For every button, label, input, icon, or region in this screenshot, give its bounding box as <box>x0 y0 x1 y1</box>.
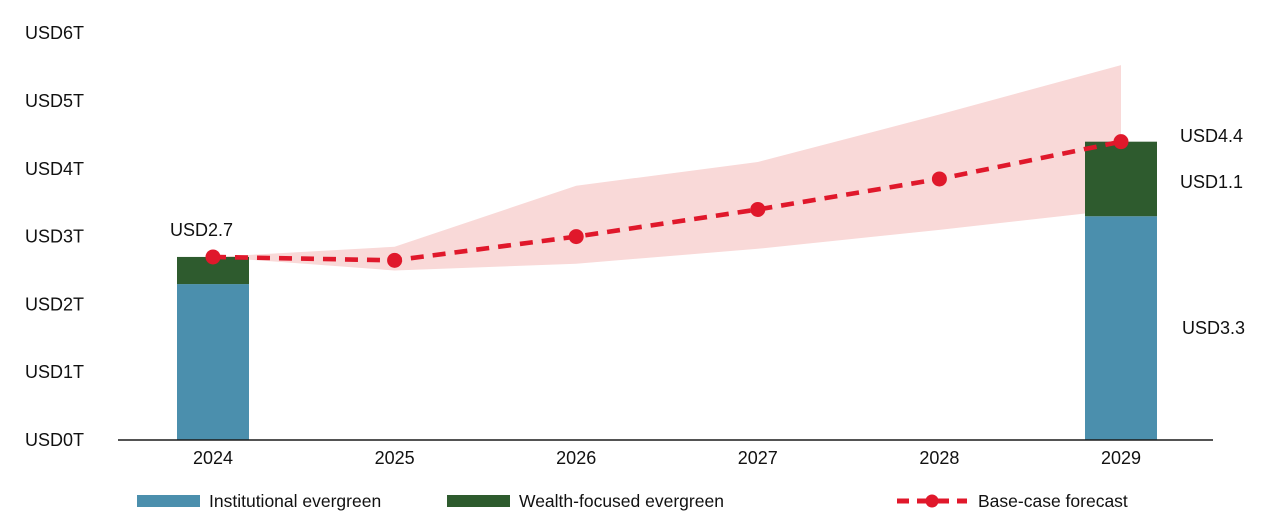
y-tick-label: USD0T <box>25 430 84 450</box>
legend-swatch-wealth <box>447 495 510 507</box>
legend-label-wealth: Wealth-focused evergreen <box>519 490 724 511</box>
forecast-dot-2026 <box>568 229 584 245</box>
legend-item-wealth: Wealth-focused evergreen <box>447 488 724 514</box>
value-annotation: USD3.3 <box>1182 318 1245 338</box>
bar-institutional-2029 <box>1085 216 1157 440</box>
x-tick-label: 2028 <box>919 448 959 468</box>
value-annotation: USD1.1 <box>1180 172 1243 192</box>
x-tick-label: 2024 <box>193 448 233 468</box>
x-tick-label: 2025 <box>375 448 415 468</box>
value-annotation: USD2.7 <box>170 220 233 240</box>
legend-label-institutional: Institutional evergreen <box>209 490 382 511</box>
legend-dashed-line-icon <box>897 494 967 508</box>
chart-legend: Institutional evergreen Wealth-focused e… <box>0 488 1270 516</box>
legend-swatch-institutional <box>137 495 200 507</box>
legend-item-forecast: Base-case forecast <box>895 488 1128 514</box>
y-tick-label: USD5T <box>25 91 84 111</box>
y-tick-label: USD4T <box>25 159 84 179</box>
value-annotation: USD4.4 <box>1180 126 1243 146</box>
forecast-dot-2027 <box>750 201 766 217</box>
legend-item-institutional: Institutional evergreen <box>137 488 381 514</box>
forecast-dot-2029 <box>1113 134 1129 150</box>
confidence-band <box>213 65 1121 271</box>
bar-institutional-2024 <box>177 284 249 440</box>
y-tick-label: USD2T <box>25 294 84 314</box>
y-tick-label: USD3T <box>25 227 84 247</box>
bar-wealth-2029 <box>1085 141 1157 217</box>
forecast-dot-2028 <box>931 171 947 187</box>
y-tick-label: USD6T <box>25 23 84 43</box>
x-tick-label: 2029 <box>1101 448 1141 468</box>
x-tick-label: 2027 <box>738 448 778 468</box>
forecast-dot-2025 <box>387 252 403 268</box>
y-tick-label: USD1T <box>25 362 84 382</box>
legend-label-forecast: Base-case forecast <box>978 490 1128 511</box>
forecast-dot-2024 <box>205 249 221 265</box>
x-tick-label: 2026 <box>556 448 596 468</box>
